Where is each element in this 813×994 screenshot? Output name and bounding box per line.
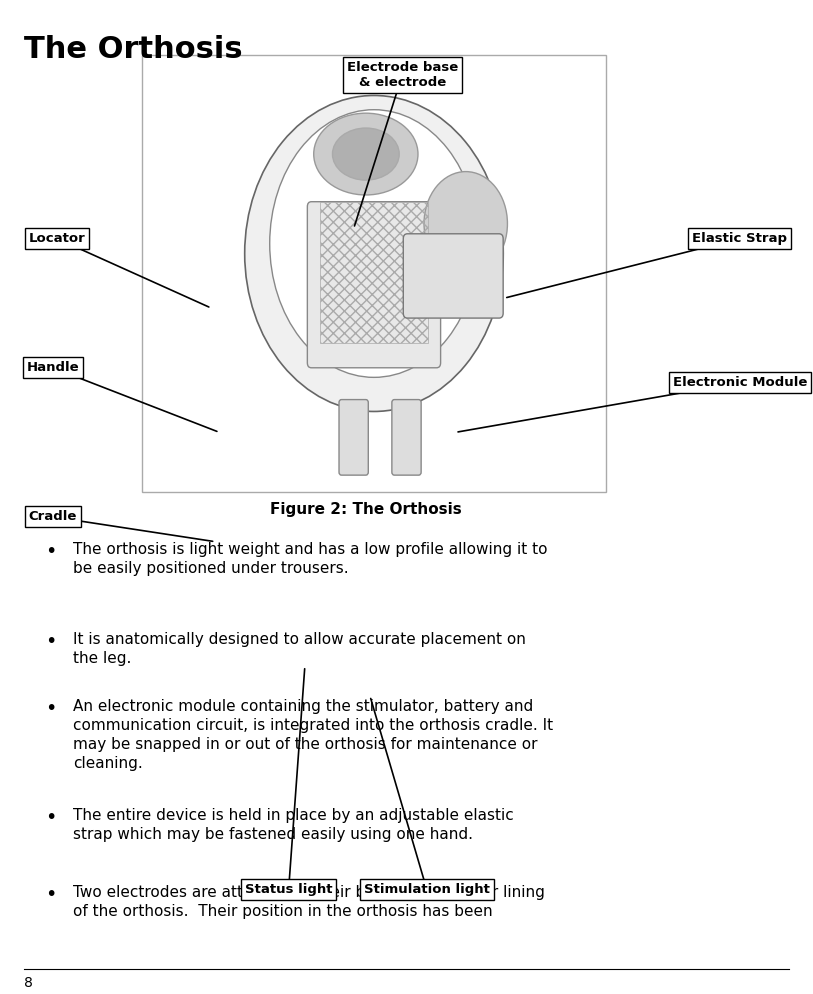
Text: The entire device is held in place by an adjustable elastic
strap which may be f: The entire device is held in place by an… (73, 808, 514, 842)
Text: Electrode base
& electrode: Electrode base & electrode (347, 61, 458, 88)
Text: The Orthosis: The Orthosis (24, 35, 243, 64)
Text: •: • (45, 542, 56, 561)
Text: Two electrodes are attached to their bases on the inner lining
of the orthosis. : Two electrodes are attached to their bas… (73, 885, 545, 918)
Text: •: • (45, 808, 56, 827)
FancyBboxPatch shape (142, 55, 606, 492)
Ellipse shape (245, 95, 503, 412)
FancyBboxPatch shape (307, 202, 441, 368)
Ellipse shape (270, 109, 478, 378)
Text: 8: 8 (24, 976, 33, 990)
FancyBboxPatch shape (403, 234, 503, 318)
Text: Locator: Locator (28, 232, 85, 246)
Text: Electronic Module: Electronic Module (672, 376, 807, 390)
Ellipse shape (333, 128, 399, 180)
FancyBboxPatch shape (392, 400, 421, 475)
Text: The orthosis is light weight and has a low profile allowing it to
be easily posi: The orthosis is light weight and has a l… (73, 542, 548, 576)
Text: Elastic Strap: Elastic Strap (693, 232, 787, 246)
Ellipse shape (424, 172, 507, 275)
Text: Figure 2: The Orthosis: Figure 2: The Orthosis (270, 502, 462, 517)
Text: •: • (45, 885, 56, 904)
FancyBboxPatch shape (339, 400, 368, 475)
Text: An electronic module containing the stimulator, battery and
communication circui: An electronic module containing the stim… (73, 699, 554, 771)
Text: •: • (45, 632, 56, 651)
Text: •: • (45, 699, 56, 718)
Ellipse shape (314, 113, 418, 195)
Text: Stimulation light: Stimulation light (364, 883, 489, 897)
Text: Cradle: Cradle (28, 510, 77, 524)
Text: It is anatomically designed to allow accurate placement on
the leg.: It is anatomically designed to allow acc… (73, 632, 526, 666)
Text: Status light: Status light (245, 883, 333, 897)
Text: Handle: Handle (27, 361, 79, 375)
